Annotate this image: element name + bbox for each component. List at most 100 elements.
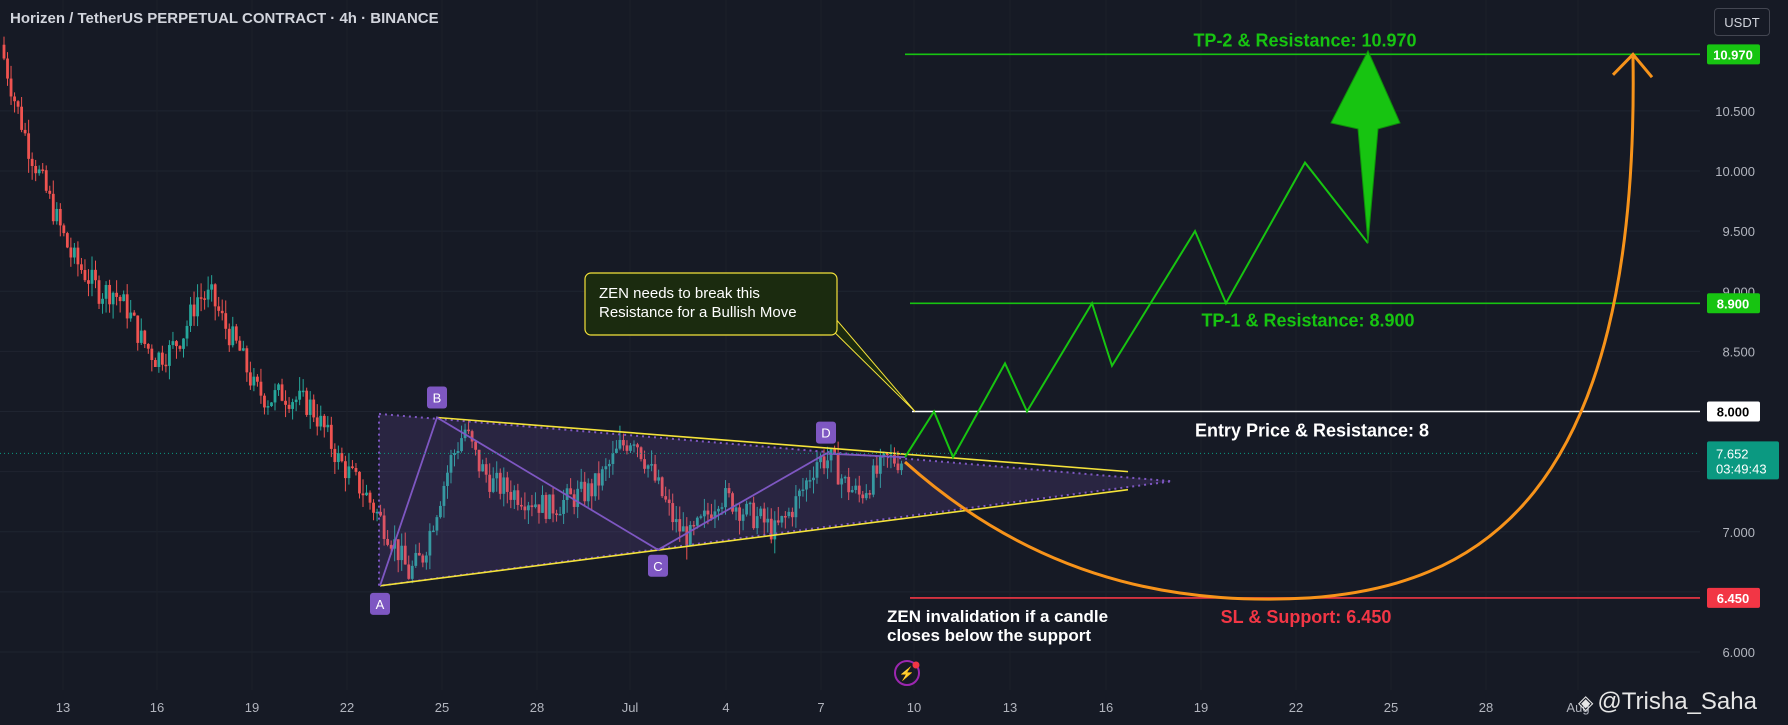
candle-body (65, 233, 69, 248)
candle-body (498, 472, 502, 494)
x-tick-label: 16 (150, 700, 164, 715)
candle-body (136, 315, 140, 343)
candle-body (449, 455, 453, 473)
candle-body (755, 516, 759, 529)
candle-body (284, 400, 287, 405)
candle-body (481, 464, 485, 472)
y-tick-label: 10.000 (1715, 164, 1755, 179)
candle-body (868, 493, 872, 495)
upper-trendline (436, 416, 1129, 473)
pattern-point-marker (816, 421, 836, 444)
candle-body (702, 510, 706, 517)
candle-body (435, 517, 439, 531)
candle-body (266, 406, 270, 408)
candle-body (650, 464, 653, 466)
candle-body (351, 466, 354, 469)
lower-trendline (379, 488, 1129, 587)
candle-body (90, 269, 94, 284)
candle-body (20, 106, 23, 130)
candle-body (790, 511, 794, 518)
x-tick-label: 28 (530, 700, 544, 715)
candle-body (305, 390, 309, 415)
candle-body (808, 480, 812, 482)
candle-body (653, 464, 657, 481)
candle-body (347, 466, 351, 479)
candle-body (674, 519, 678, 523)
candle-body (512, 490, 516, 500)
candle-body (759, 508, 763, 517)
x-tick-label: 10 (907, 700, 921, 715)
candle-body (101, 298, 104, 304)
author-handle: @Trisha_Saha (1597, 688, 1757, 715)
candle-body (2, 44, 6, 59)
candle-body (259, 381, 263, 396)
candle-body (600, 469, 604, 486)
candle-body (30, 158, 34, 167)
abcd-pattern-line (379, 416, 906, 587)
candle-body (182, 338, 185, 349)
candle-body (403, 545, 407, 565)
candle-body (752, 502, 756, 529)
candle-body (319, 415, 323, 427)
candle-body (41, 169, 45, 171)
candle-body (565, 488, 569, 501)
candle-body (805, 480, 808, 490)
candle-body (695, 517, 699, 526)
candle-body (446, 472, 449, 486)
candle-body (523, 506, 527, 511)
candle-body (23, 129, 27, 134)
reversal-projection-curve (903, 56, 1635, 601)
candle-body (453, 453, 456, 456)
x-tick-label: 13 (1003, 700, 1017, 715)
candle-body (213, 284, 217, 307)
price-level-tag (1707, 587, 1760, 608)
triangle-pattern-area (378, 412, 1173, 588)
price-level-tag (1707, 401, 1760, 422)
candle-body (576, 488, 580, 507)
candle-body (27, 133, 31, 159)
candle-body (519, 504, 523, 507)
candle-body (639, 447, 643, 460)
x-tick-label: 7 (817, 700, 824, 715)
candle-body (724, 488, 727, 508)
candle-body (168, 345, 171, 366)
candle-body (516, 490, 520, 505)
price-level-label: TP-2 & Resistance: 10.970 (1193, 30, 1416, 50)
candle-body (220, 310, 224, 314)
candle-body (657, 477, 661, 481)
candle-body (488, 474, 492, 492)
candle-body (108, 284, 111, 305)
x-tick-label: 28 (1479, 700, 1493, 715)
candle-body (308, 399, 312, 415)
candle-body (417, 552, 421, 556)
candle-body (780, 515, 784, 523)
candle-body (122, 294, 126, 302)
candle-body (840, 478, 844, 485)
candle-body (692, 524, 696, 527)
candle-body (801, 489, 805, 492)
pattern-point-label: B (433, 391, 442, 406)
candle-body (58, 208, 62, 226)
candle-body (13, 96, 16, 102)
callout-text: ZEN needs to break this (599, 285, 760, 302)
price-level-tag (1707, 293, 1760, 314)
candle-body (678, 519, 682, 532)
candle-body (386, 538, 390, 545)
candle-body (776, 520, 780, 523)
candle-body (688, 524, 692, 546)
candle-body (55, 208, 59, 222)
candle-body (97, 280, 101, 304)
candle-body (748, 502, 752, 505)
candle-body (189, 304, 192, 326)
candle-body (646, 465, 650, 469)
candle-body (618, 439, 622, 449)
currency-button[interactable]: USDT (1714, 8, 1770, 36)
candle-body (467, 429, 470, 432)
candle-body (6, 58, 9, 79)
candle-body (886, 453, 889, 455)
candle-body (836, 453, 840, 485)
candle-body (643, 459, 646, 469)
candle-body (861, 494, 865, 499)
candle-body (477, 449, 481, 472)
